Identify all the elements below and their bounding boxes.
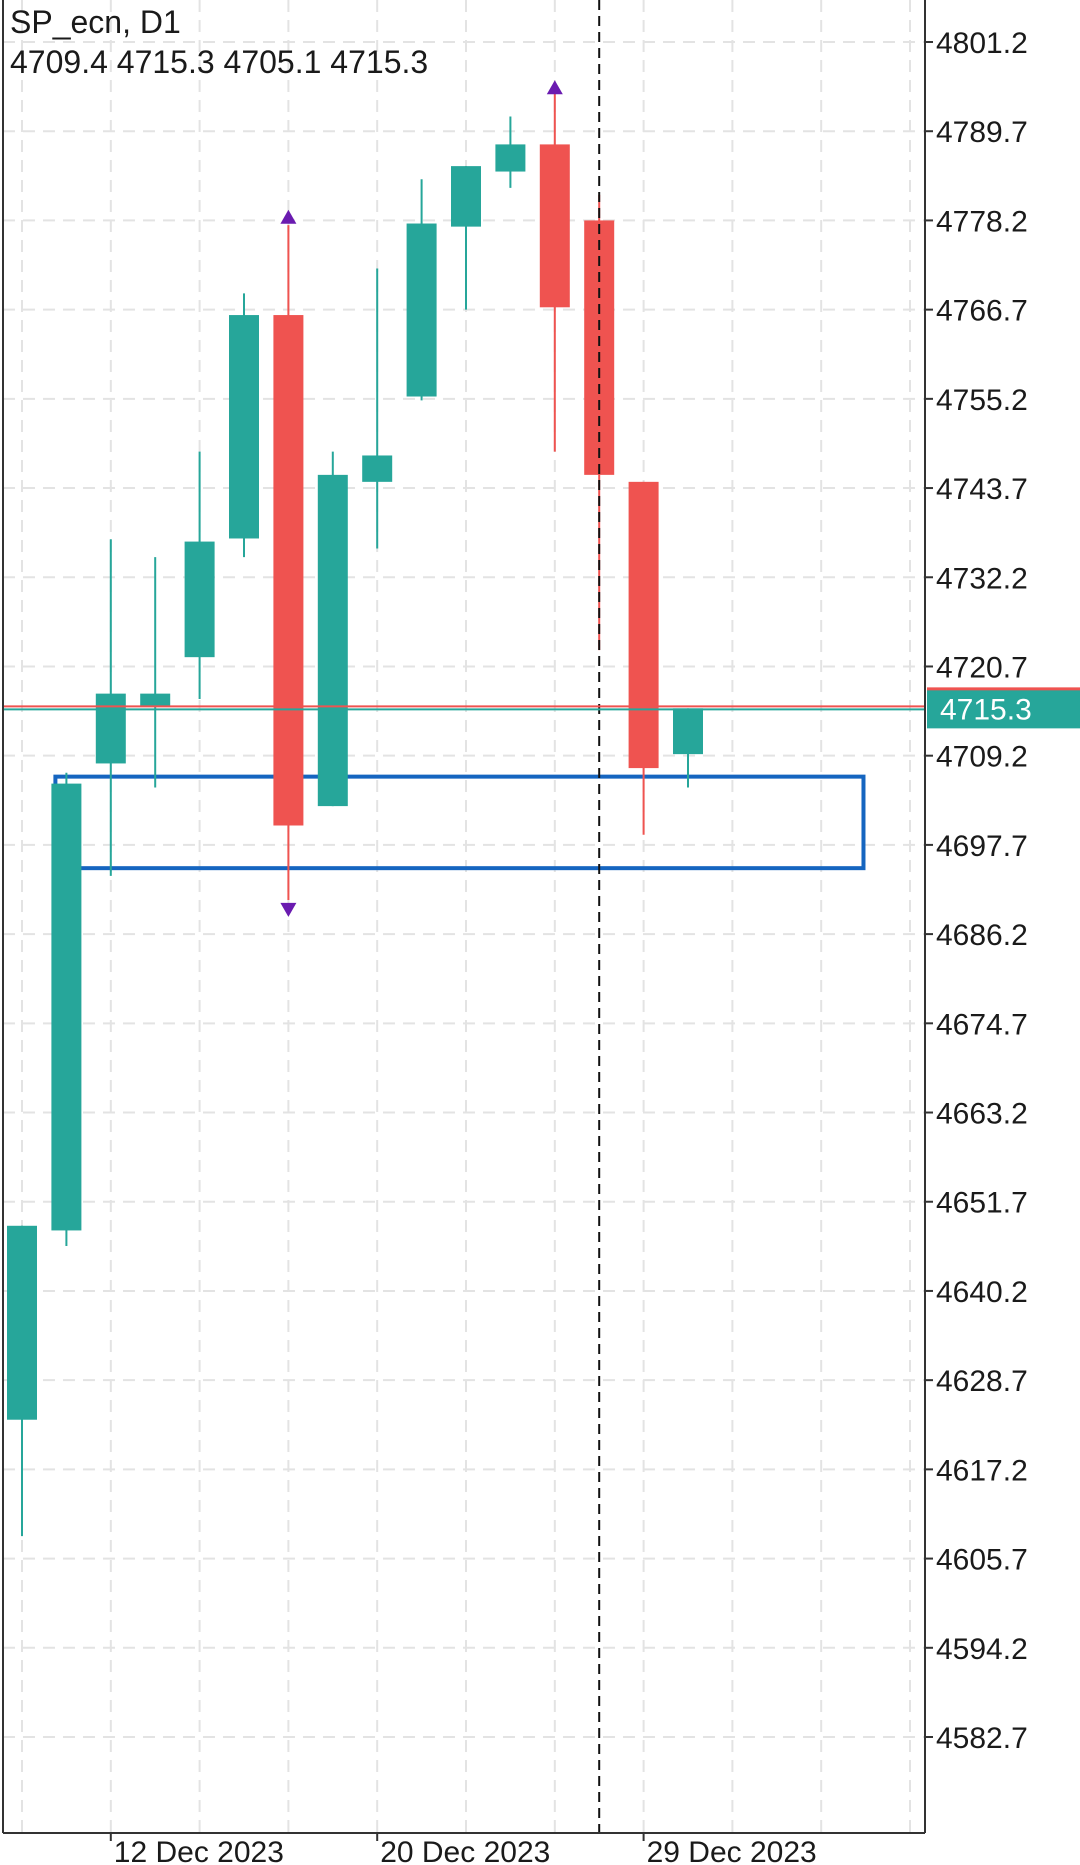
candle-body [362,455,393,482]
y-tick-label: 4789.7 [936,116,1028,149]
candle [539,93,570,452]
candle-layer [7,93,703,1537]
candle [229,293,259,558]
candle [495,116,526,188]
signal-arrow-down [280,902,297,917]
y-tick-label: 4674.7 [936,1008,1028,1041]
candle [628,481,659,835]
candle [406,179,437,401]
candle-body [229,315,259,539]
current-price-tag-topline [927,687,1080,691]
candle-body [273,315,304,826]
y-tick-label: 4651.7 [936,1187,1028,1220]
candle-body [317,474,348,807]
current-price-label: 4715.3 [940,693,1032,726]
candle [273,225,304,900]
y-tick-label: 4801.2 [936,27,1028,60]
candle-body [406,223,437,397]
candle [362,268,393,549]
candle-body [95,693,126,764]
candle-body [7,1225,37,1420]
symbol-timeframe-label: SP_ecn, D1 [10,4,181,40]
candle-body [140,693,171,707]
x-tick-label: 12 Dec 2023 [114,1836,284,1865]
y-tick-label: 4766.7 [936,295,1028,328]
candle-body [451,166,481,227]
candle [317,451,348,807]
signal-arrow-up [280,209,297,224]
candle [451,166,481,310]
y-tick-label: 4697.7 [936,830,1028,863]
candle [673,708,703,788]
candle [184,451,215,700]
candle-body [539,144,570,308]
y-tick-label: 4686.2 [936,919,1028,952]
ohlc-values-label: 4709.4 4715.3 4705.1 4715.3 [10,44,429,80]
y-tick-label: 4732.2 [936,562,1028,595]
candle-body [673,708,703,755]
y-tick-label: 4755.2 [936,384,1028,417]
signal-arrow-up [546,80,563,95]
marker-layer [3,0,925,1833]
y-tick-label: 4594.2 [936,1633,1028,1666]
y-tick-label: 4743.7 [936,473,1028,506]
y-tick-label: 4605.7 [936,1544,1028,1577]
candle [95,539,126,876]
candle-body [51,783,82,1231]
y-tick-label: 4663.2 [936,1098,1028,1131]
candle [51,772,82,1246]
grid-layer [3,0,925,1833]
y-tick-label: 4778.2 [936,205,1028,238]
candle-body [628,481,659,769]
candle-body [184,541,215,658]
x-tick-label: 29 Dec 2023 [647,1836,817,1865]
x-tick-label: 20 Dec 2023 [380,1836,550,1865]
y-tick-label: 4640.2 [936,1276,1028,1309]
zone-layer [53,774,866,871]
y-tick-label: 4617.2 [936,1454,1028,1487]
candle [7,1225,37,1537]
y-tick-label: 4720.7 [936,651,1028,684]
current-price-tag [927,688,1080,729]
y-tick-label: 4709.2 [936,741,1028,774]
support-zone-rectangle [53,774,866,871]
candle [140,557,171,788]
y-tick-label: 4582.7 [936,1722,1028,1755]
y-tick-label: 4628.7 [936,1365,1028,1398]
candle-body [495,144,526,172]
